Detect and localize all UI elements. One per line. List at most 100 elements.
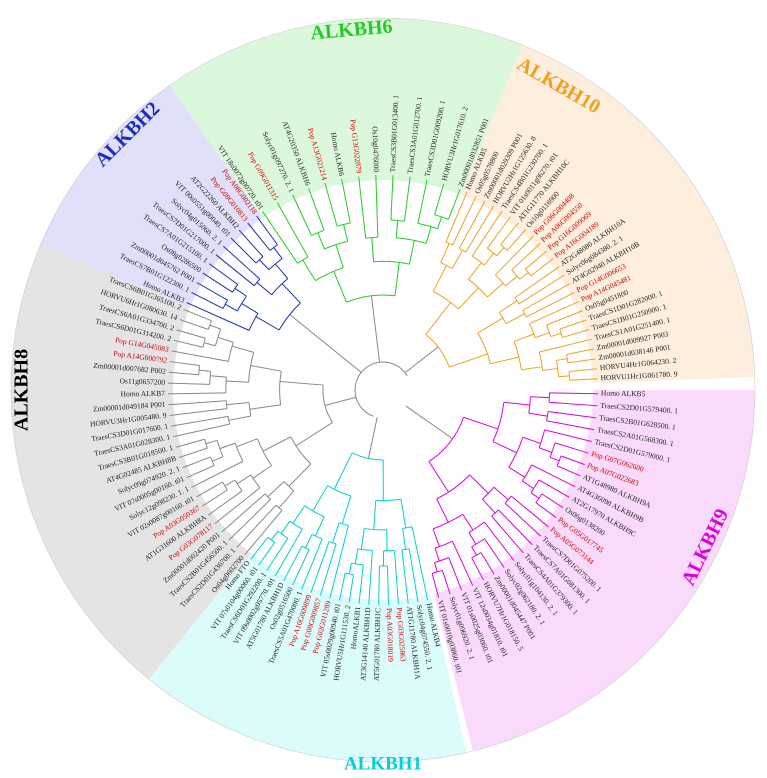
terminal-branch — [390, 175, 394, 220]
internal-branch — [522, 480, 534, 489]
internal-arc — [440, 262, 453, 269]
terminal-branch — [173, 423, 230, 438]
terminal-branch — [208, 263, 239, 285]
terminal-branch — [548, 411, 597, 419]
internal-arc — [471, 255, 485, 266]
internal-arc — [521, 464, 533, 482]
terminal-branch — [567, 358, 596, 364]
internal-arc — [248, 313, 259, 331]
internal-arc — [339, 522, 349, 526]
internal-branch — [436, 498, 449, 523]
internal-arc — [277, 530, 289, 539]
internal-branch — [530, 396, 550, 399]
internal-branch — [217, 336, 234, 343]
leaf-label: Homo ALKB5 — [601, 389, 646, 399]
terminal-branch — [324, 182, 338, 227]
internal-arc — [301, 545, 310, 551]
terminal-branch — [171, 350, 229, 362]
terminal-branch — [283, 545, 303, 581]
internal-branch — [508, 466, 526, 478]
terminal-branch — [522, 283, 571, 311]
internal-arc — [327, 485, 351, 497]
internal-arc — [471, 552, 482, 559]
internal-arc — [267, 536, 276, 543]
terminal-branch — [465, 205, 495, 253]
internal-branch — [236, 474, 252, 485]
internal-branch — [542, 368, 558, 371]
terminal-branch — [525, 250, 548, 270]
internal-branch — [477, 317, 504, 334]
terminal-branch — [173, 339, 204, 348]
clade-background-alkbh8 — [10, 244, 251, 680]
terminal-branch — [292, 194, 312, 236]
terminal-branch — [236, 504, 277, 548]
internal-branch — [204, 342, 216, 347]
internal-branch — [468, 262, 482, 280]
internal-branch — [224, 479, 236, 487]
terminal-branch — [486, 216, 511, 249]
internal-branch — [493, 486, 509, 501]
leaf-label: Homo ALKB7 — [121, 389, 166, 399]
terminal-branch — [168, 382, 210, 385]
terminal-branch — [559, 319, 587, 330]
internal-arc — [204, 439, 208, 449]
terminal-branch — [186, 465, 215, 479]
internal-branch — [343, 224, 349, 242]
terminal-branch — [308, 188, 325, 231]
internal-branch — [270, 530, 279, 541]
internal-branch — [341, 495, 352, 524]
terminal-branch — [445, 191, 468, 243]
terminal-branch — [221, 493, 266, 533]
terminal-branch — [526, 291, 575, 318]
leaf-label: Os10g0476000 — [370, 126, 381, 172]
internal-arc — [256, 438, 272, 466]
internal-arc — [311, 229, 325, 236]
terminal-branch — [168, 371, 199, 376]
terminal-branch — [310, 541, 330, 593]
terminal-branch — [214, 487, 261, 525]
internal-arc — [511, 269, 521, 280]
internal-arc — [530, 479, 540, 494]
internal-arc — [402, 526, 413, 529]
internal-branch — [256, 281, 272, 296]
terminal-branch — [566, 348, 595, 355]
internal-arc — [278, 302, 301, 331]
terminal-branch — [538, 479, 570, 498]
internal-branch — [522, 436, 541, 444]
internal-branch — [499, 300, 518, 313]
terminal-branch — [387, 565, 390, 605]
terminal-branch — [498, 509, 533, 546]
internal-arc — [357, 548, 373, 552]
internal-arc — [434, 557, 449, 564]
internal-arc — [236, 295, 247, 312]
internal-arc — [365, 236, 378, 239]
internal-branch — [556, 358, 568, 361]
leaf-label: Os11g0657200 — [119, 376, 165, 386]
internal-branch — [273, 247, 283, 259]
terminal-branch — [401, 549, 409, 604]
outer-ring — [10, 17, 756, 763]
terminal-branch — [168, 400, 227, 406]
internal-branch — [463, 416, 499, 430]
terminal-branch — [168, 392, 226, 395]
terminal-branch — [301, 538, 323, 590]
internal-arc — [459, 247, 467, 253]
internal-branch — [371, 237, 375, 262]
internal-branch — [521, 366, 543, 371]
terminal-branch — [244, 510, 283, 556]
internal-arc — [432, 513, 464, 530]
internal-arc — [538, 351, 544, 371]
internal-branch — [317, 232, 325, 250]
internal-arc — [227, 342, 234, 362]
internal-branch — [250, 365, 282, 372]
clade-background-alkbh10 — [461, 45, 755, 383]
internal-arc — [297, 256, 309, 264]
internal-arc — [248, 352, 255, 383]
terminal-branch — [378, 565, 380, 605]
internal-arc — [216, 440, 224, 457]
terminal-branch — [531, 464, 576, 488]
terminal-branch — [348, 574, 355, 603]
leaf-label: TraesCS3B01G013400. 1 — [388, 95, 401, 173]
leaf-label: AT5G01780 ALKBH1C — [372, 608, 382, 681]
internal-branch — [360, 528, 365, 550]
